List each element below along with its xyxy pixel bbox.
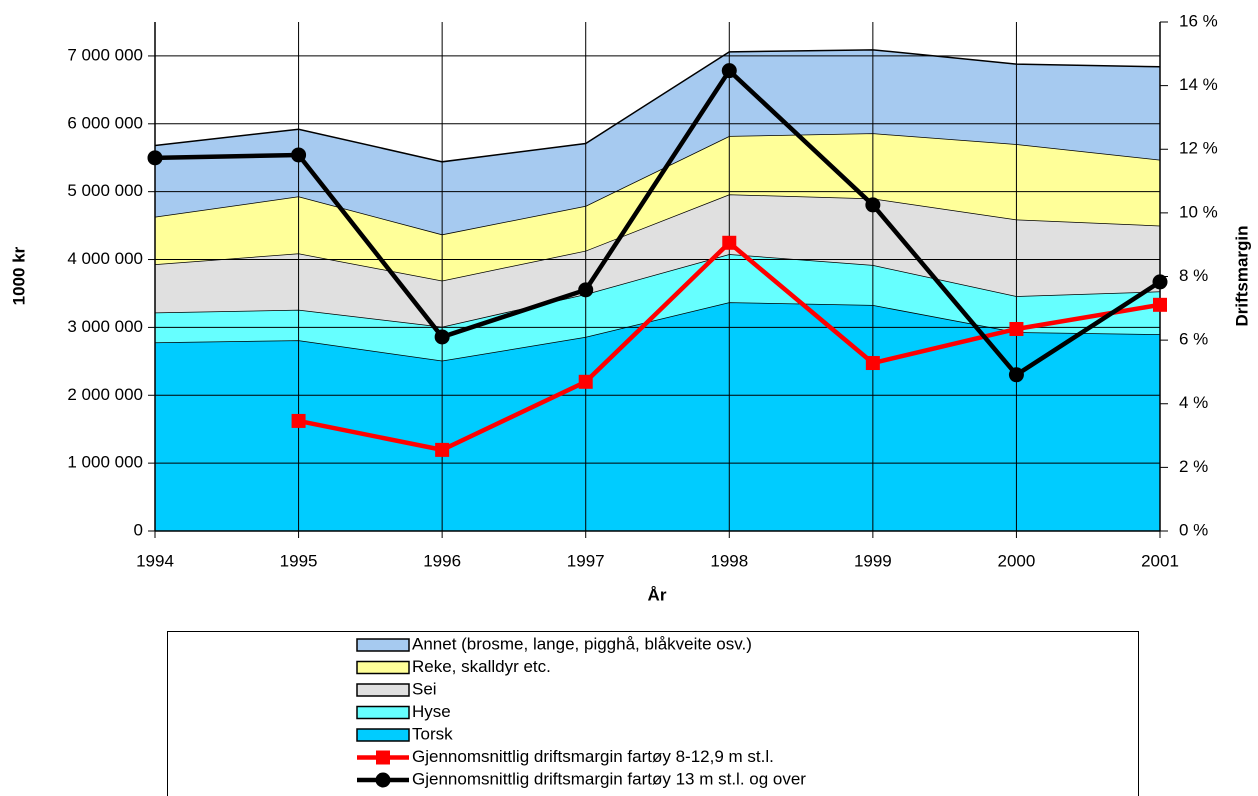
area-edge (154, 49, 1161, 163)
legend-marker (375, 772, 391, 788)
y2-tick-label: 12 % (1179, 139, 1218, 158)
point (434, 329, 450, 345)
y2-tick-label: 0 % (1179, 520, 1208, 539)
legend-swatch (356, 728, 410, 742)
legend-label: Reke, skalldyr etc. (412, 657, 551, 676)
x-tick-label: 1995 (280, 551, 318, 570)
point (291, 413, 306, 428)
legend-label: Sei (412, 679, 437, 698)
y2-tick-label: 16 % (1179, 11, 1218, 30)
point (1008, 367, 1024, 383)
point (722, 235, 737, 250)
area (155, 49, 1160, 235)
y-tick-label: 2 000 000 (67, 385, 143, 404)
point (721, 63, 737, 79)
legend-swatch (356, 705, 410, 720)
y2-tick-label: 10 % (1179, 202, 1218, 221)
y2-tick-label: 4 % (1179, 393, 1208, 412)
area (155, 254, 1160, 361)
legend-marker (376, 750, 390, 765)
point (291, 147, 307, 163)
x-axis-title: År (648, 585, 667, 604)
point (1153, 297, 1167, 312)
x-tick-label: 1994 (136, 551, 174, 570)
point (578, 374, 593, 389)
legend-box (167, 631, 1139, 796)
y-tick-label: 0 (134, 520, 143, 539)
legend-swatch (356, 660, 410, 675)
y-tick-label: 4 000 000 (67, 249, 143, 268)
x-tick-label: 1999 (854, 551, 892, 570)
legend-label: Annet (brosme, lange, pigghå, blåkveite … (412, 634, 752, 653)
legend-label: Gjennomsnittlig driftsmargin fartøy 8-12… (412, 747, 774, 766)
point (865, 197, 881, 213)
y-tick-label: 1 000 000 (67, 453, 143, 472)
point (578, 282, 594, 298)
legend-label: Hyse (412, 702, 451, 721)
legend-swatch (356, 638, 410, 652)
line (154, 67, 1162, 378)
plot-area (154, 22, 1161, 532)
y2-axis-title: Driftsmargin (1232, 225, 1251, 326)
y-tick-label: 7 000 000 (67, 45, 143, 64)
legend-label: Gjennomsnittlig driftsmargin fartøy 13 m… (412, 769, 806, 788)
x-tick-label: 1997 (567, 551, 605, 570)
y-tick-label: 6 000 000 (67, 113, 143, 132)
y2-tick-label: 8 % (1179, 266, 1208, 285)
y2-tick-label: 14 % (1179, 75, 1218, 94)
y-tick-label: 5 000 000 (67, 181, 143, 200)
x-tick-label: 1998 (710, 551, 748, 570)
x-tick-label: 1996 (423, 551, 461, 570)
point (1152, 274, 1168, 290)
legend-label: Torsk (412, 724, 453, 743)
x-tick-label: 2000 (998, 551, 1036, 570)
legend-swatch (356, 683, 410, 697)
point (1009, 321, 1024, 336)
x-tick-label: 2001 (1141, 551, 1179, 570)
y2-tick-label: 6 % (1179, 330, 1208, 349)
point (865, 356, 880, 371)
y-axis-title: 1000 kr (9, 246, 28, 305)
area (155, 133, 1160, 281)
legend: Annet (brosme, lange, pigghå, blåkveite … (356, 634, 806, 788)
point (435, 442, 450, 457)
point (147, 150, 163, 166)
area (155, 302, 1160, 531)
y2-tick-label: 2 % (1179, 457, 1208, 476)
y-tick-label: 3 000 000 (67, 317, 143, 336)
